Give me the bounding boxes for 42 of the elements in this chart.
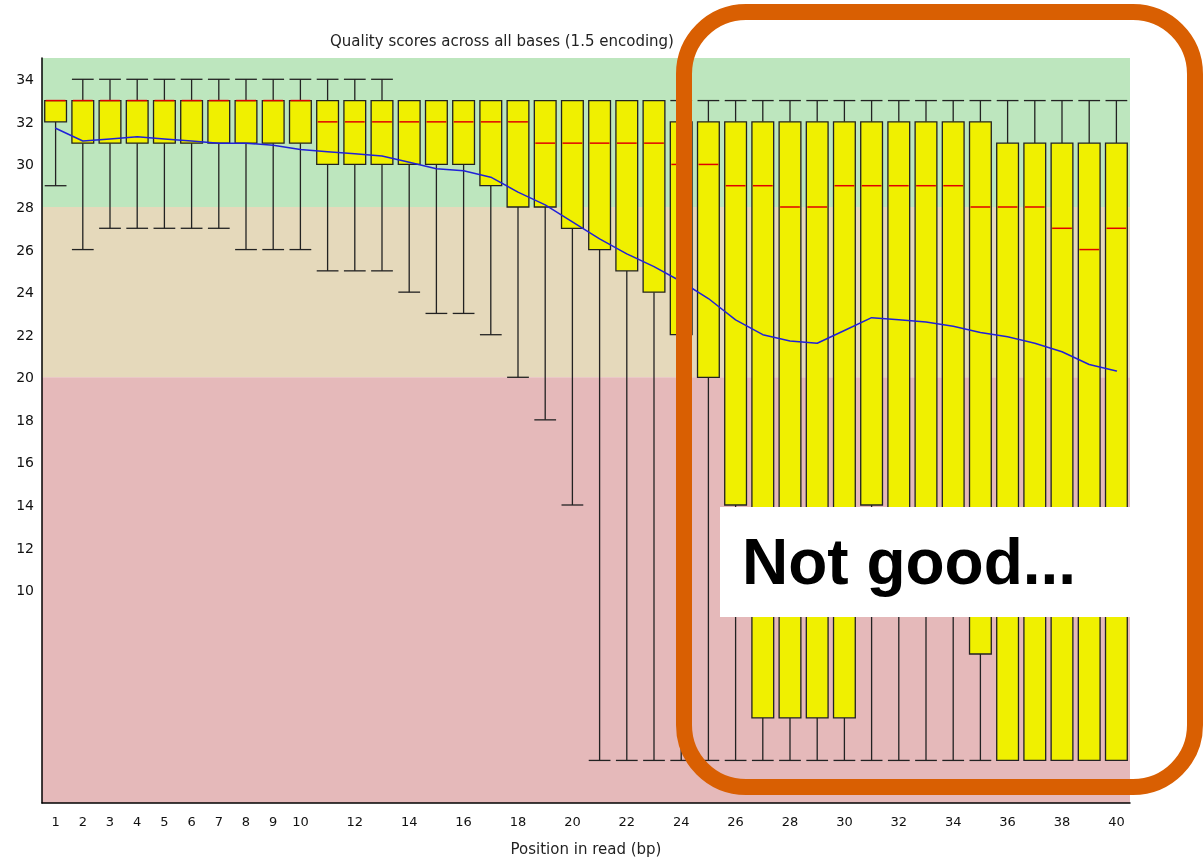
x-tick-label: 40 <box>1108 814 1125 829</box>
y-tick-label: 26 <box>16 241 35 258</box>
x-tick-label: 12 <box>346 814 364 829</box>
y-tick-label: 34 <box>16 71 35 88</box>
x-tick-label: 18 <box>509 814 527 829</box>
x-tick-label: 24 <box>672 814 690 829</box>
x-tick-label: 22 <box>618 814 636 829</box>
y-tick-label: 18 <box>16 411 34 428</box>
x-tick-label: 6 <box>187 814 196 829</box>
x-tick-label: 5 <box>160 814 169 829</box>
y-tick-label: 22 <box>16 326 34 343</box>
x-tick-label: 14 <box>400 814 418 829</box>
x-tick-label: 30 <box>836 814 853 829</box>
x-tick-label: 36 <box>999 814 1016 829</box>
x-tick-label: 34 <box>944 814 962 829</box>
x-tick-label: 38 <box>1053 814 1071 829</box>
x-tick-label: 9 <box>269 814 278 829</box>
x-tick-label: 7 <box>214 814 223 829</box>
x-tick-label: 20 <box>564 814 581 829</box>
x-tick-label: 28 <box>781 814 799 829</box>
y-tick-label: 30 <box>16 156 34 173</box>
y-tick-label: 32 <box>16 113 34 130</box>
x-tick-label: 2 <box>78 814 87 829</box>
x-tick-label: 26 <box>727 814 744 829</box>
x-tick-label: 32 <box>890 814 908 829</box>
x-tick-label: 16 <box>455 814 472 829</box>
x-tick-label: 1 <box>51 814 60 829</box>
x-tick-label: 10 <box>292 814 309 829</box>
y-tick-label: 28 <box>16 199 34 215</box>
y-tick-label: 24 <box>16 284 35 301</box>
line-series <box>54 127 1118 372</box>
y-tick-label: 10 <box>16 582 34 599</box>
x-tick-label: 8 <box>241 814 251 829</box>
y-tick-label: 14 <box>16 497 35 513</box>
x-axis-title: Position in read (bp) <box>510 839 662 858</box>
chart-title: Quality scores across all bases (1.5 encoding) <box>330 31 674 50</box>
y-tick-label: 20 <box>16 369 34 386</box>
y-tick-label: 16 <box>16 454 35 471</box>
x-tick-label: 4 <box>133 814 142 829</box>
annotation: Not good... <box>742 526 1077 598</box>
y-tick-label: 12 <box>16 539 34 556</box>
x-tick-label: 3 <box>105 814 115 829</box>
